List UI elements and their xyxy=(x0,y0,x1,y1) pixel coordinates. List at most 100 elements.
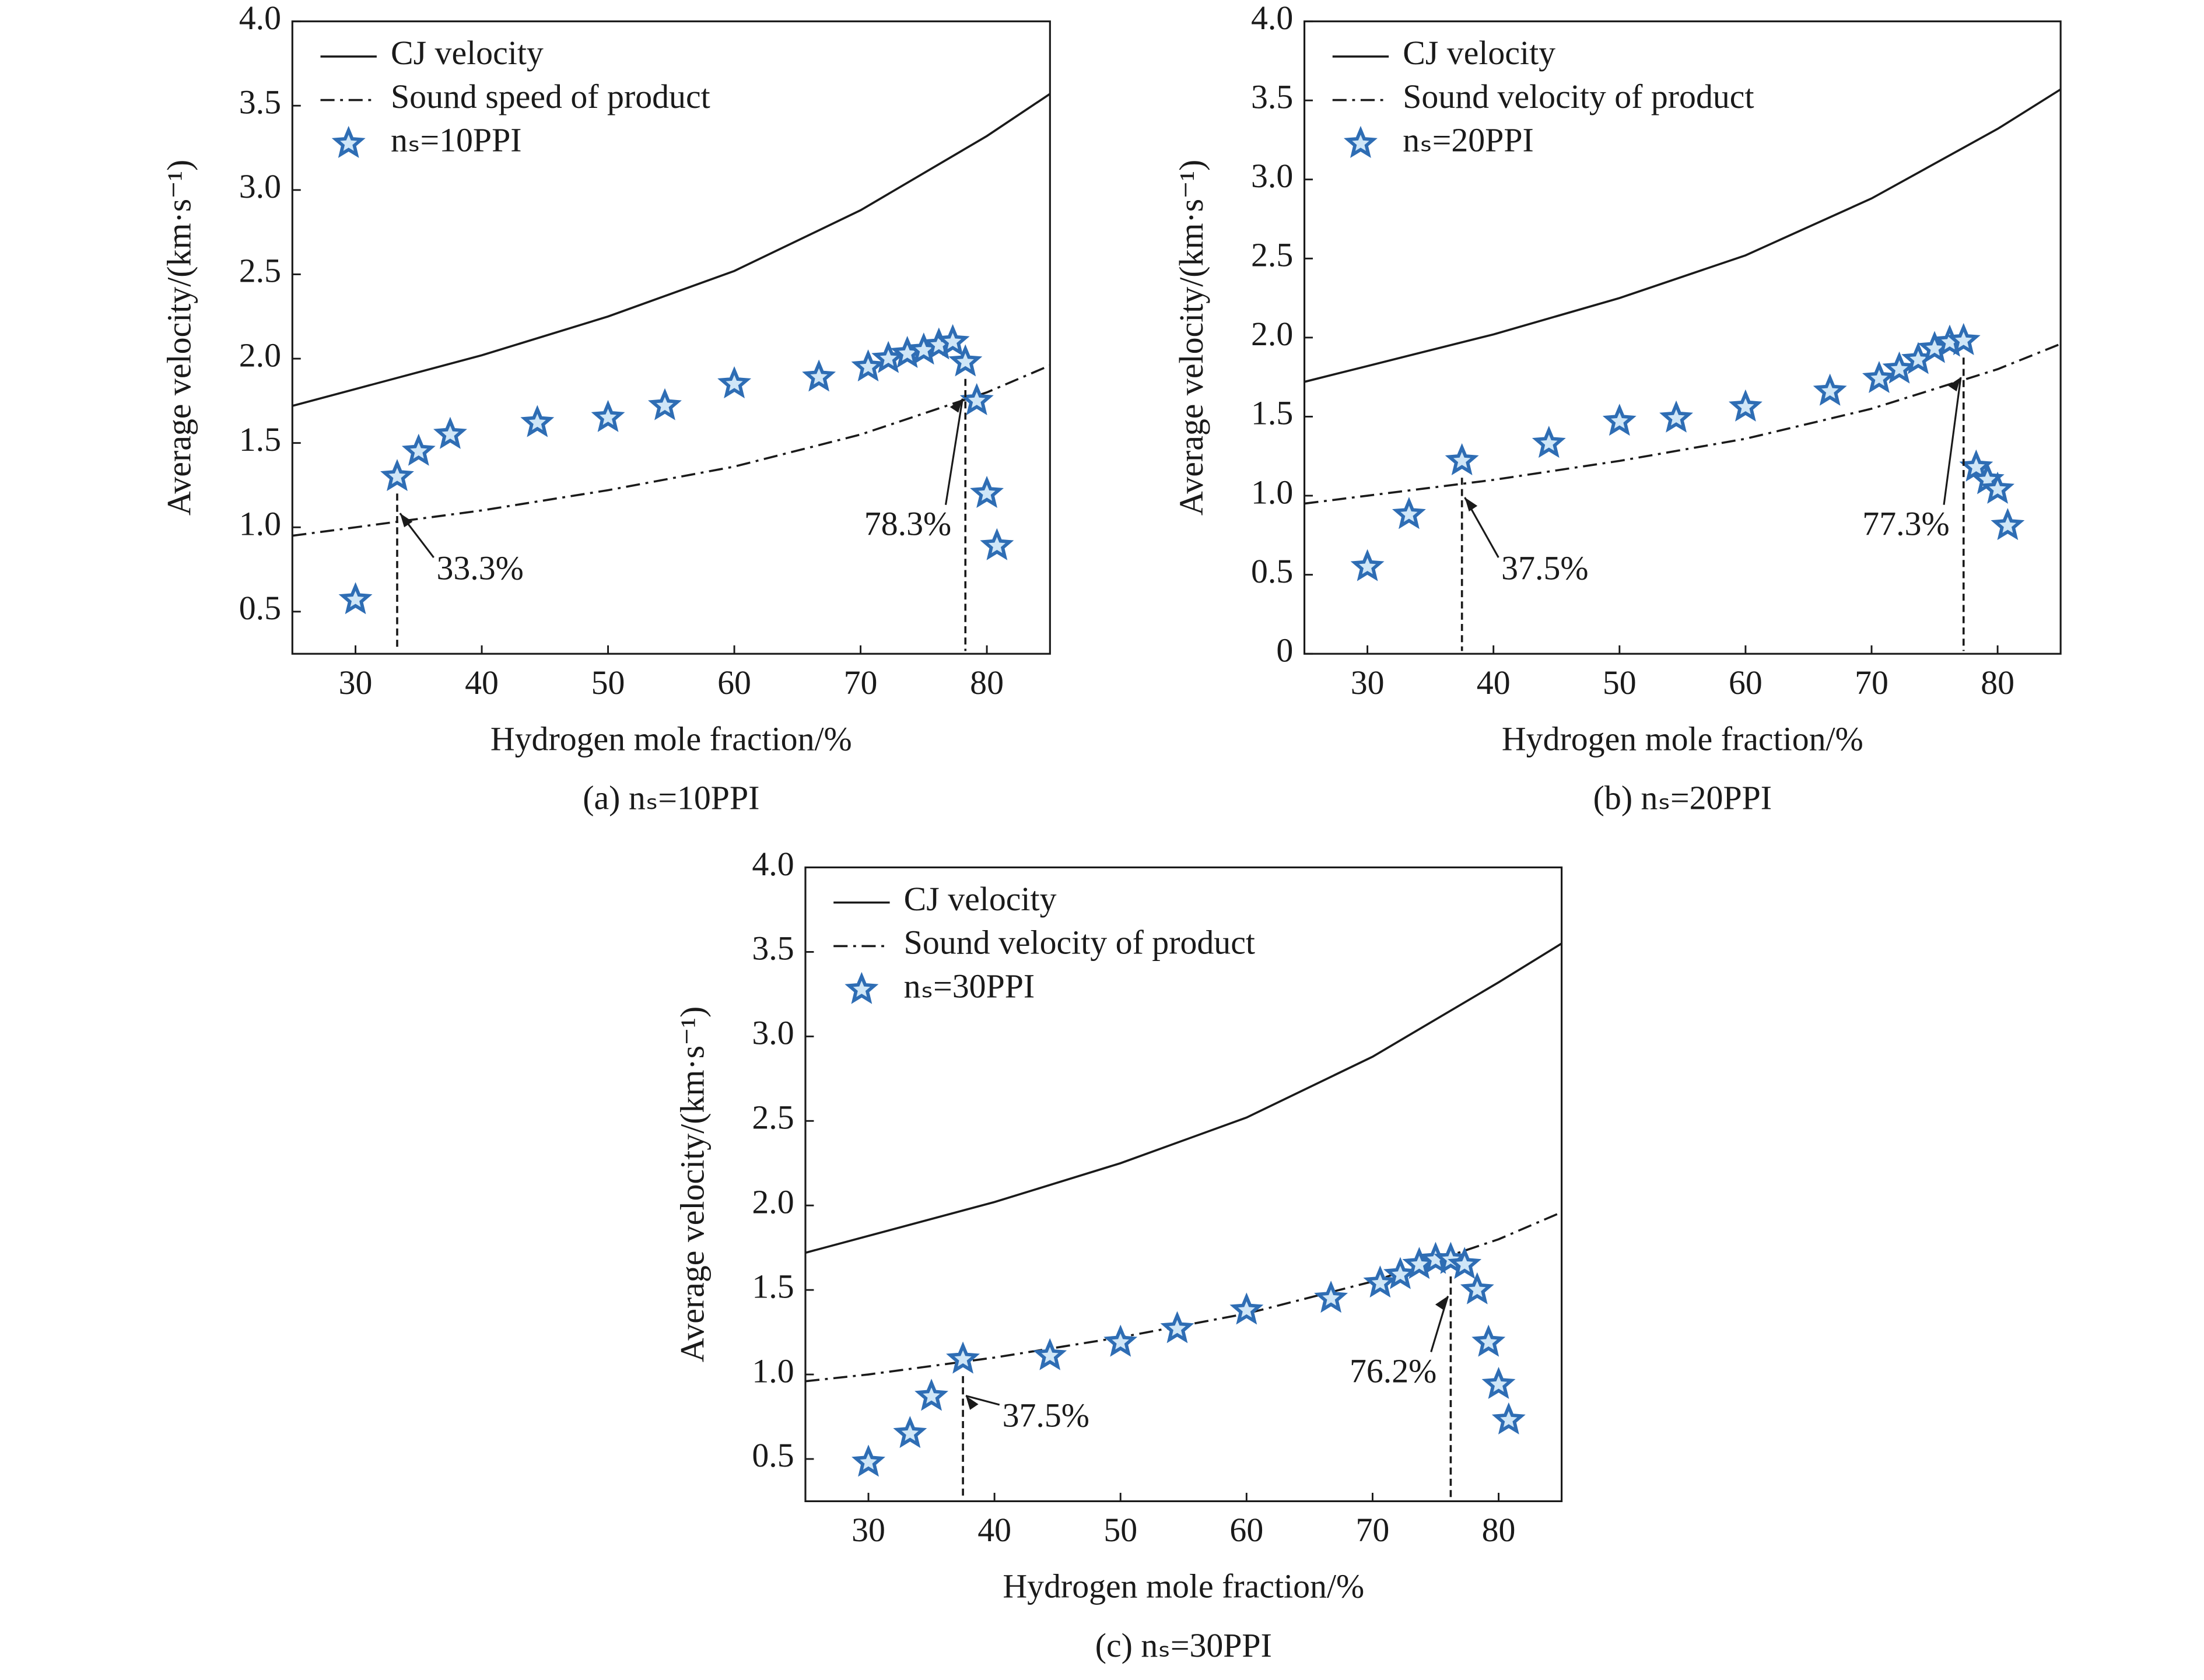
caption: (c) nₛ=30PPI xyxy=(1095,1626,1272,1664)
x-tick-label: 60 xyxy=(1729,664,1763,702)
star-point xyxy=(802,359,836,392)
star-point xyxy=(401,433,436,466)
star-point xyxy=(1991,508,2025,541)
x-axis-label: Hydrogen mole fraction/% xyxy=(490,720,852,757)
y-tick-label: 4.0 xyxy=(1251,0,1293,37)
y-tick-label: 1.5 xyxy=(239,420,281,458)
star-point xyxy=(948,344,983,377)
x-tick-label: 80 xyxy=(1482,1511,1516,1549)
legend-star xyxy=(1344,125,1378,158)
series-line xyxy=(805,942,1562,1254)
y-tick-label: 1.0 xyxy=(752,1352,794,1390)
y-tick-label: 3.0 xyxy=(239,167,281,205)
annotation-arrow xyxy=(1943,377,1962,505)
y-tick-label: 2.5 xyxy=(239,252,281,290)
arrow-head xyxy=(1435,1296,1448,1310)
x-tick-label: 60 xyxy=(717,664,751,702)
x-axis-label: Hydrogen mole fraction/% xyxy=(1003,1567,1364,1605)
y-axis-label: Average velocity/(km·s⁻¹) xyxy=(673,1006,711,1362)
caption: (b) nₛ=20PPI xyxy=(1593,779,1772,817)
star-point xyxy=(1602,404,1637,436)
y-tick-label: 1.0 xyxy=(1251,473,1293,511)
star-point xyxy=(1659,400,1693,433)
plot-frame xyxy=(291,20,1051,655)
star-point xyxy=(338,582,373,615)
x-tick-label: 30 xyxy=(852,1511,885,1549)
star-point xyxy=(946,1341,980,1374)
y-tick-label: 2.0 xyxy=(752,1183,794,1220)
arrow-head xyxy=(400,513,413,528)
annotation-label: 33.3% xyxy=(436,549,523,587)
y-tick-label: 3.0 xyxy=(752,1014,794,1052)
legend-label: CJ velocity xyxy=(1403,34,1555,72)
series-line xyxy=(292,93,1051,407)
plot-frame xyxy=(804,866,1563,1503)
star-point xyxy=(1946,322,1981,355)
star-point xyxy=(970,475,1004,508)
star-point xyxy=(851,349,885,382)
annotation-arrow xyxy=(965,1395,1000,1406)
star-point xyxy=(1363,1265,1397,1298)
star-point xyxy=(1103,1324,1138,1357)
legend-label: CJ velocity xyxy=(904,880,1057,918)
star-point xyxy=(433,416,467,449)
star-point xyxy=(1445,443,1479,476)
legend-star xyxy=(845,971,879,1004)
series-line xyxy=(1304,343,2061,505)
star-point xyxy=(1471,1324,1506,1357)
star-point xyxy=(1728,389,1763,422)
y-tick-label: 0.5 xyxy=(1251,552,1293,590)
legend-star xyxy=(331,125,366,158)
annotation-arrow xyxy=(944,398,963,505)
star-point xyxy=(1033,1338,1067,1370)
legend-label: nₛ=20PPI xyxy=(1403,121,1534,159)
x-tick-label: 60 xyxy=(1229,1511,1263,1549)
y-tick-label: 2.0 xyxy=(1251,315,1293,353)
star-point xyxy=(1383,1257,1417,1289)
x-tick-label: 40 xyxy=(1477,664,1511,702)
y-tick-label: 1.0 xyxy=(239,505,281,543)
x-tick-label: 30 xyxy=(339,664,373,702)
star-point xyxy=(1229,1292,1264,1325)
star-point xyxy=(1491,1402,1526,1435)
x-tick-label: 50 xyxy=(1603,664,1637,702)
y-axis-label: Average velocity/(km·s⁻¹) xyxy=(1172,160,1210,515)
y-tick-label: 2.5 xyxy=(752,1099,794,1137)
x-tick-label: 30 xyxy=(1351,664,1385,702)
series-line xyxy=(1304,88,2062,383)
annotation-label: 37.5% xyxy=(1501,549,1588,587)
star-point xyxy=(591,399,625,432)
star-point xyxy=(914,1379,949,1411)
legend-label: nₛ=10PPI xyxy=(391,121,522,159)
x-tick-label: 40 xyxy=(977,1511,1011,1549)
y-tick-label: 0.5 xyxy=(239,589,281,627)
x-tick-label: 50 xyxy=(591,664,625,702)
star-point xyxy=(1813,373,1847,406)
star-point xyxy=(1959,449,1993,482)
x-tick-label: 40 xyxy=(465,664,499,702)
x-tick-label: 70 xyxy=(1855,664,1888,702)
legend-label: Sound speed of product xyxy=(391,78,710,115)
y-tick-label: 3.0 xyxy=(1251,157,1293,195)
star-point xyxy=(1160,1311,1194,1344)
legend-label: Sound velocity of product xyxy=(904,924,1255,962)
star-point xyxy=(1882,351,1916,384)
star-point xyxy=(1981,471,2015,504)
star-point xyxy=(893,1416,927,1448)
star-point xyxy=(1862,360,1896,394)
y-tick-label: 3.5 xyxy=(239,83,281,121)
legend-label: CJ velocity xyxy=(391,34,544,72)
star-point xyxy=(648,388,682,420)
star-point xyxy=(935,324,970,356)
annotation-label: 37.5% xyxy=(1003,1396,1089,1434)
annotation-label: 78.3% xyxy=(864,505,951,543)
star-point xyxy=(1392,497,1426,529)
y-tick-label: 0 xyxy=(1276,631,1293,669)
star-point xyxy=(1350,549,1385,581)
y-tick-label: 2.5 xyxy=(1251,236,1293,274)
y-tick-label: 3.5 xyxy=(1251,78,1293,115)
star-point xyxy=(1532,426,1566,458)
y-tick-label: 3.5 xyxy=(752,930,794,967)
